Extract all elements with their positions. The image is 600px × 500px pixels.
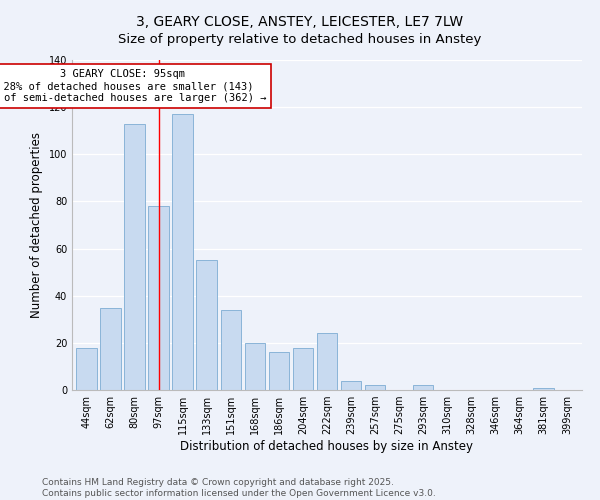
Bar bbox=[413, 386, 433, 390]
Bar bbox=[100, 308, 121, 390]
Text: Contains HM Land Registry data © Crown copyright and database right 2025.
Contai: Contains HM Land Registry data © Crown c… bbox=[42, 478, 436, 498]
Bar bbox=[533, 388, 554, 390]
Bar bbox=[124, 124, 145, 390]
Bar bbox=[148, 206, 169, 390]
Bar bbox=[221, 310, 241, 390]
Bar bbox=[172, 114, 193, 390]
Bar bbox=[341, 380, 361, 390]
Bar bbox=[293, 348, 313, 390]
Bar bbox=[196, 260, 217, 390]
Bar bbox=[76, 348, 97, 390]
X-axis label: Distribution of detached houses by size in Anstey: Distribution of detached houses by size … bbox=[181, 440, 473, 453]
Bar bbox=[365, 386, 385, 390]
Y-axis label: Number of detached properties: Number of detached properties bbox=[30, 132, 43, 318]
Bar bbox=[245, 343, 265, 390]
Text: Size of property relative to detached houses in Anstey: Size of property relative to detached ho… bbox=[118, 32, 482, 46]
Bar bbox=[269, 352, 289, 390]
Text: 3, GEARY CLOSE, ANSTEY, LEICESTER, LE7 7LW: 3, GEARY CLOSE, ANSTEY, LEICESTER, LE7 7… bbox=[136, 15, 464, 29]
Bar bbox=[317, 334, 337, 390]
Text: 3 GEARY CLOSE: 95sqm
← 28% of detached houses are smaller (143)
70% of semi-deta: 3 GEARY CLOSE: 95sqm ← 28% of detached h… bbox=[0, 70, 266, 102]
